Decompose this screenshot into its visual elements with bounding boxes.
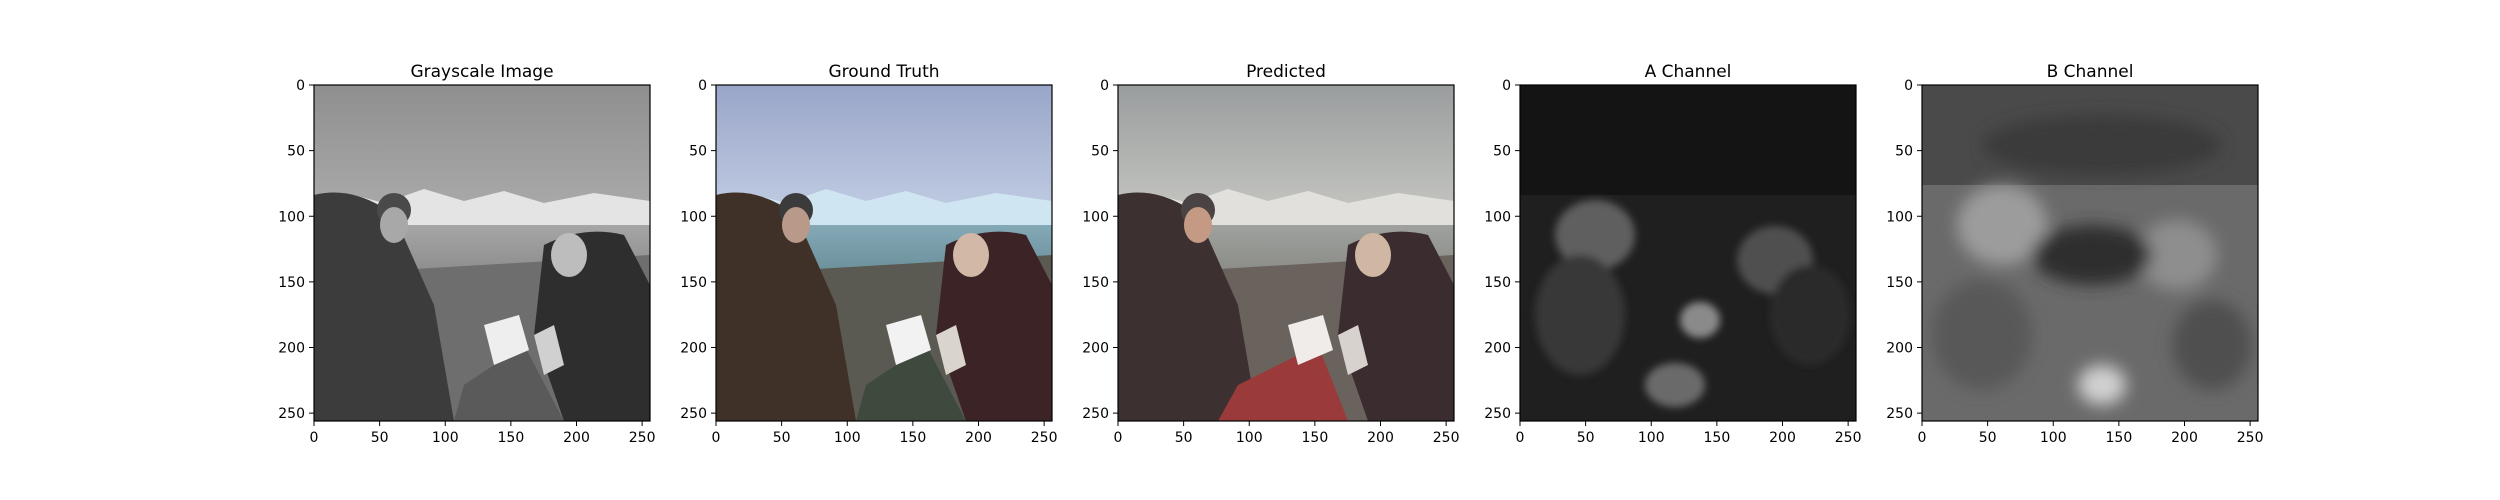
y-tick-label: 0 [1904,78,1913,94]
y-tick-label: 100 [278,209,305,225]
y-tick-label: 0 [296,78,305,94]
axes-frame [1519,84,1857,422]
x-tick-label: 150 [2106,430,2133,446]
ground-truth-image [716,85,1052,421]
x-tick-label: 0 [1114,430,1123,446]
y-tick-label: 150 [1082,275,1109,291]
x-axis: 0 50 100 150 200 250 [1114,421,1460,446]
panel-grayscale: Grayscale Image 0 50 100 150 200 250 0 50 100 15… [278,62,655,446]
y-tick-label: 100 [1082,209,1109,225]
axes-frame [715,84,1053,422]
x-tick-label: 50 [371,430,389,446]
x-tick-label: 50 [1979,430,1997,446]
a-channel-image [1520,85,1856,421]
x-tick-label: 0 [712,430,721,446]
x-tick-label: 150 [1302,430,1329,446]
panel-title: B Channel [2047,62,2134,82]
x-axis: 0 50 100 150 200 250 [310,421,656,446]
y-axis: 0 50 100 150 200 250 [1082,78,1118,422]
x-tick-label: 100 [834,430,861,446]
x-tick-label: 200 [563,430,590,446]
y-tick-label: 250 [278,406,305,422]
x-tick-label: 100 [1638,430,1665,446]
x-axis: 0 50 100 150 200 250 [1516,421,1862,446]
x-tick-label: 50 [1175,430,1193,446]
x-tick-label: 250 [1835,430,1862,446]
panel-predicted: Predicted 0 50 100 150 200 250 0 50 100 150 200 25… [1082,62,1459,446]
grayscale-image [314,85,650,421]
x-tick-label: 250 [1433,430,1460,446]
x-tick-label: 100 [432,430,459,446]
y-tick-label: 250 [1886,406,1913,422]
y-tick-label: 200 [1484,341,1511,357]
x-tick-label: 0 [1918,430,1927,446]
x-tick-label: 100 [2040,430,2067,446]
y-tick-label: 200 [680,341,707,357]
y-tick-label: 50 [1091,144,1109,160]
x-tick-label: 200 [2171,430,2198,446]
x-axis: 0 50 100 150 200 250 [712,421,1058,446]
y-tick-label: 150 [680,275,707,291]
axes-frame [1117,84,1455,422]
axes-frame [1921,84,2259,422]
x-tick-label: 250 [1031,430,1058,446]
y-tick-label: 200 [1886,341,1913,357]
x-tick-label: 0 [310,430,319,446]
predicted-image [1118,85,1454,421]
y-tick-label: 0 [1502,78,1511,94]
x-axis: 0 50 100 150 200 250 [1918,421,2264,446]
y-tick-label: 250 [680,406,707,422]
y-tick-label: 50 [689,144,707,160]
x-tick-label: 150 [498,430,525,446]
y-tick-label: 250 [1484,406,1511,422]
y-tick-label: 0 [698,78,707,94]
x-tick-label: 100 [1236,430,1263,446]
y-axis: 0 50 100 150 200 250 [680,78,716,422]
y-tick-label: 150 [1886,275,1913,291]
y-axis: 0 50 100 150 200 250 [1886,78,1922,422]
x-tick-label: 50 [1577,430,1595,446]
y-tick-label: 150 [1484,275,1511,291]
axes-frame [313,84,651,422]
y-tick-label: 50 [1895,144,1913,160]
panel-b-channel: B Channel 0 50 100 150 200 250 0 50 100 150 200 25… [1886,62,2263,446]
x-tick-label: 200 [965,430,992,446]
b-channel-image [1922,85,2258,421]
y-tick-label: 50 [287,144,305,160]
y-tick-label: 150 [278,275,305,291]
panel-title: Ground Truth [828,62,939,82]
x-tick-label: 150 [900,430,927,446]
y-axis: 0 50 100 150 200 250 [278,78,314,422]
y-tick-label: 200 [1082,341,1109,357]
x-tick-label: 200 [1769,430,1796,446]
y-tick-label: 100 [680,209,707,225]
y-tick-label: 50 [1493,144,1511,160]
y-tick-label: 100 [1886,209,1913,225]
x-tick-label: 250 [629,430,656,446]
x-tick-label: 0 [1516,430,1525,446]
y-tick-label: 250 [1082,406,1109,422]
x-tick-label: 50 [773,430,791,446]
x-tick-label: 150 [1704,430,1731,446]
panel-title: Grayscale Image [410,62,553,82]
panel-title: Predicted [1246,62,1326,82]
x-tick-label: 200 [1367,430,1394,446]
y-tick-label: 0 [1100,78,1109,94]
panel-title: A Channel [1645,62,1732,82]
y-tick-label: 100 [1484,209,1511,225]
y-tick-label: 200 [278,341,305,357]
panel-a-channel: A Channel 0 50 100 150 200 250 0 50 100 150 200 25… [1484,62,1861,446]
panel-ground-truth: Ground Truth 0 50 100 150 200 250 0 50 100 150 20… [680,62,1057,446]
x-tick-label: 250 [2237,430,2264,446]
y-axis: 0 50 100 150 200 250 [1484,78,1520,422]
